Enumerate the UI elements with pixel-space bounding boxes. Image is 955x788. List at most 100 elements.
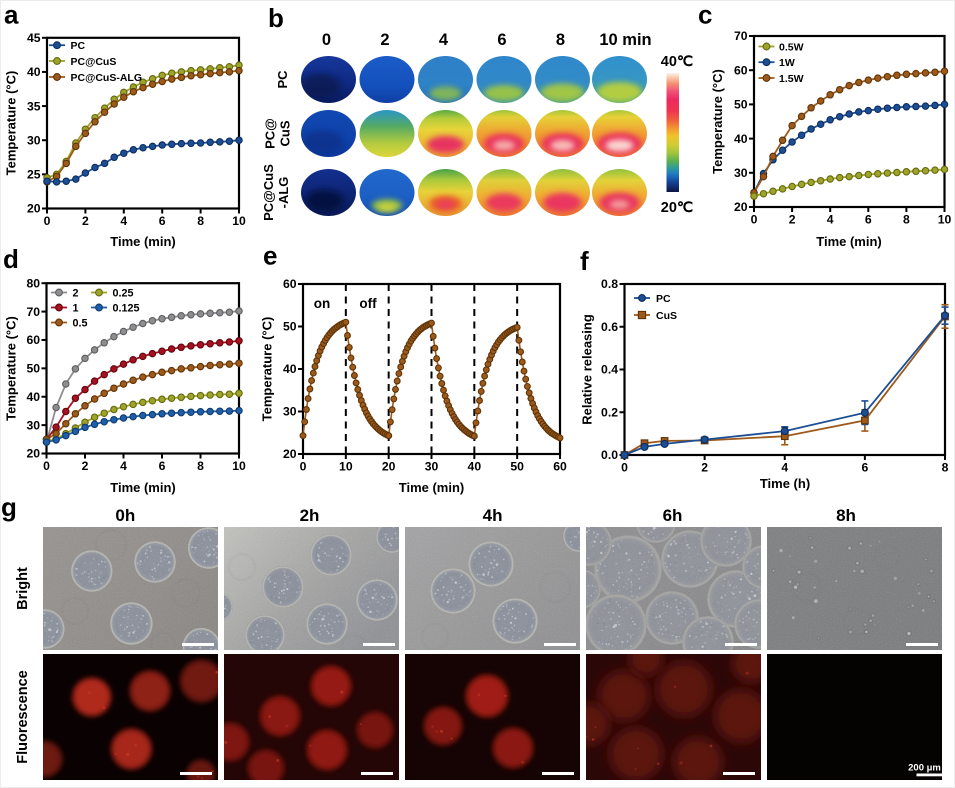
svg-text:8: 8 bbox=[556, 31, 565, 49]
svg-text:2: 2 bbox=[380, 31, 389, 49]
svg-text:d: d bbox=[3, 244, 19, 274]
svg-text:10: 10 bbox=[232, 214, 246, 228]
svg-text:CuS: CuS bbox=[656, 310, 677, 322]
svg-text:40: 40 bbox=[283, 362, 297, 376]
svg-text:50: 50 bbox=[283, 320, 297, 334]
svg-text:2: 2 bbox=[701, 460, 708, 474]
svg-text:20: 20 bbox=[283, 447, 297, 461]
svg-text:4h: 4h bbox=[483, 506, 503, 525]
svg-text:0.25: 0.25 bbox=[113, 287, 134, 299]
svg-text:0: 0 bbox=[44, 214, 51, 228]
svg-text:40: 40 bbox=[468, 459, 482, 473]
svg-text:Time (min): Time (min) bbox=[110, 480, 176, 495]
svg-text:0: 0 bbox=[751, 212, 758, 226]
svg-text:6: 6 bbox=[159, 459, 166, 473]
svg-text:off: off bbox=[359, 296, 377, 311]
svg-text:Time (min): Time (min) bbox=[399, 480, 465, 495]
svg-text:PC: PC bbox=[656, 293, 671, 305]
svg-text:4: 4 bbox=[439, 31, 449, 49]
svg-text:50: 50 bbox=[510, 459, 524, 473]
svg-text:2: 2 bbox=[789, 212, 796, 226]
svg-text:2: 2 bbox=[82, 214, 89, 228]
svg-text:8: 8 bbox=[942, 460, 949, 474]
svg-text:PC@CuS: PC@CuS bbox=[261, 164, 276, 221]
svg-text:30: 30 bbox=[26, 418, 40, 432]
svg-text:0: 0 bbox=[322, 31, 331, 49]
svg-text:40℃: 40℃ bbox=[661, 54, 694, 70]
svg-text:0.2: 0.2 bbox=[601, 405, 618, 419]
svg-text:Time (min): Time (min) bbox=[110, 234, 176, 249]
svg-text:60: 60 bbox=[734, 63, 748, 77]
svg-text:1.5W: 1.5W bbox=[779, 73, 804, 85]
svg-text:20℃: 20℃ bbox=[661, 200, 694, 216]
svg-text:PC: PC bbox=[71, 40, 86, 52]
svg-text:60: 60 bbox=[26, 333, 40, 347]
svg-text:PC@CuS-ALG: PC@CuS-ALG bbox=[71, 72, 143, 84]
svg-text:20: 20 bbox=[27, 202, 41, 216]
svg-text:c: c bbox=[698, 0, 712, 30]
svg-text:Time (min): Time (min) bbox=[816, 234, 882, 249]
svg-text:200 μm: 200 μm bbox=[908, 763, 941, 774]
svg-text:70: 70 bbox=[734, 29, 748, 43]
svg-text:g: g bbox=[1, 492, 17, 522]
svg-text:Temperature (°C): Temperature (°C) bbox=[710, 69, 725, 174]
svg-text:30: 30 bbox=[27, 133, 41, 147]
svg-text:0.6: 0.6 bbox=[601, 320, 618, 334]
svg-text:PC@CuS: PC@CuS bbox=[71, 56, 117, 68]
svg-text:1: 1 bbox=[73, 302, 79, 314]
svg-text:b: b bbox=[268, 3, 284, 33]
svg-text:6: 6 bbox=[159, 214, 166, 228]
svg-text:30: 30 bbox=[425, 459, 439, 473]
svg-text:70: 70 bbox=[26, 305, 40, 319]
svg-text:Temperature (°C): Temperature (°C) bbox=[260, 317, 275, 422]
svg-text:8: 8 bbox=[903, 212, 910, 226]
svg-text:0: 0 bbox=[43, 459, 50, 473]
svg-text:40: 40 bbox=[27, 65, 41, 79]
svg-text:45: 45 bbox=[27, 31, 41, 45]
svg-text:4: 4 bbox=[827, 212, 834, 226]
svg-text:50: 50 bbox=[26, 362, 40, 376]
svg-text:-ALG: -ALG bbox=[276, 177, 291, 209]
svg-text:20: 20 bbox=[734, 200, 748, 214]
svg-text:PC: PC bbox=[275, 70, 290, 89]
svg-text:50: 50 bbox=[734, 98, 748, 112]
svg-text:8: 8 bbox=[197, 214, 204, 228]
svg-text:0.125: 0.125 bbox=[113, 302, 140, 314]
svg-text:8h: 8h bbox=[836, 506, 856, 525]
svg-text:25: 25 bbox=[27, 168, 41, 182]
svg-text:Time (h): Time (h) bbox=[760, 476, 810, 491]
svg-text:0.5W: 0.5W bbox=[779, 41, 804, 53]
svg-text:2: 2 bbox=[73, 287, 79, 299]
svg-text:10: 10 bbox=[232, 459, 246, 473]
svg-text:4: 4 bbox=[781, 460, 788, 474]
svg-text:0h: 0h bbox=[115, 506, 135, 525]
svg-text:a: a bbox=[4, 0, 19, 30]
svg-text:6: 6 bbox=[861, 460, 868, 474]
svg-text:30: 30 bbox=[734, 166, 748, 180]
svg-text:0.0: 0.0 bbox=[601, 448, 618, 462]
svg-text:6: 6 bbox=[497, 31, 506, 49]
svg-text:0: 0 bbox=[300, 459, 307, 473]
svg-text:Bright: Bright bbox=[15, 567, 31, 610]
svg-text:20: 20 bbox=[382, 459, 396, 473]
svg-text:8: 8 bbox=[197, 459, 204, 473]
svg-text:e: e bbox=[263, 241, 277, 271]
svg-text:20: 20 bbox=[26, 447, 40, 461]
svg-text:1W: 1W bbox=[779, 57, 795, 69]
svg-text:Temperature (°C): Temperature (°C) bbox=[4, 316, 19, 421]
svg-text:Fluorescence: Fluorescence bbox=[15, 670, 31, 764]
svg-text:60: 60 bbox=[283, 277, 297, 291]
svg-text:35: 35 bbox=[27, 99, 41, 113]
svg-text:6: 6 bbox=[865, 212, 872, 226]
svg-text:40: 40 bbox=[26, 390, 40, 404]
svg-text:2h: 2h bbox=[300, 506, 320, 525]
svg-text:10: 10 bbox=[339, 459, 353, 473]
svg-text:CuS: CuS bbox=[278, 120, 293, 146]
svg-text:40: 40 bbox=[734, 132, 748, 146]
svg-text:Temperature (°C): Temperature (°C) bbox=[4, 71, 19, 176]
svg-text:10 min: 10 min bbox=[599, 31, 651, 49]
svg-text:80: 80 bbox=[26, 276, 40, 290]
svg-text:0.4: 0.4 bbox=[601, 363, 618, 377]
svg-text:10: 10 bbox=[938, 212, 952, 226]
svg-text:4: 4 bbox=[120, 214, 127, 228]
